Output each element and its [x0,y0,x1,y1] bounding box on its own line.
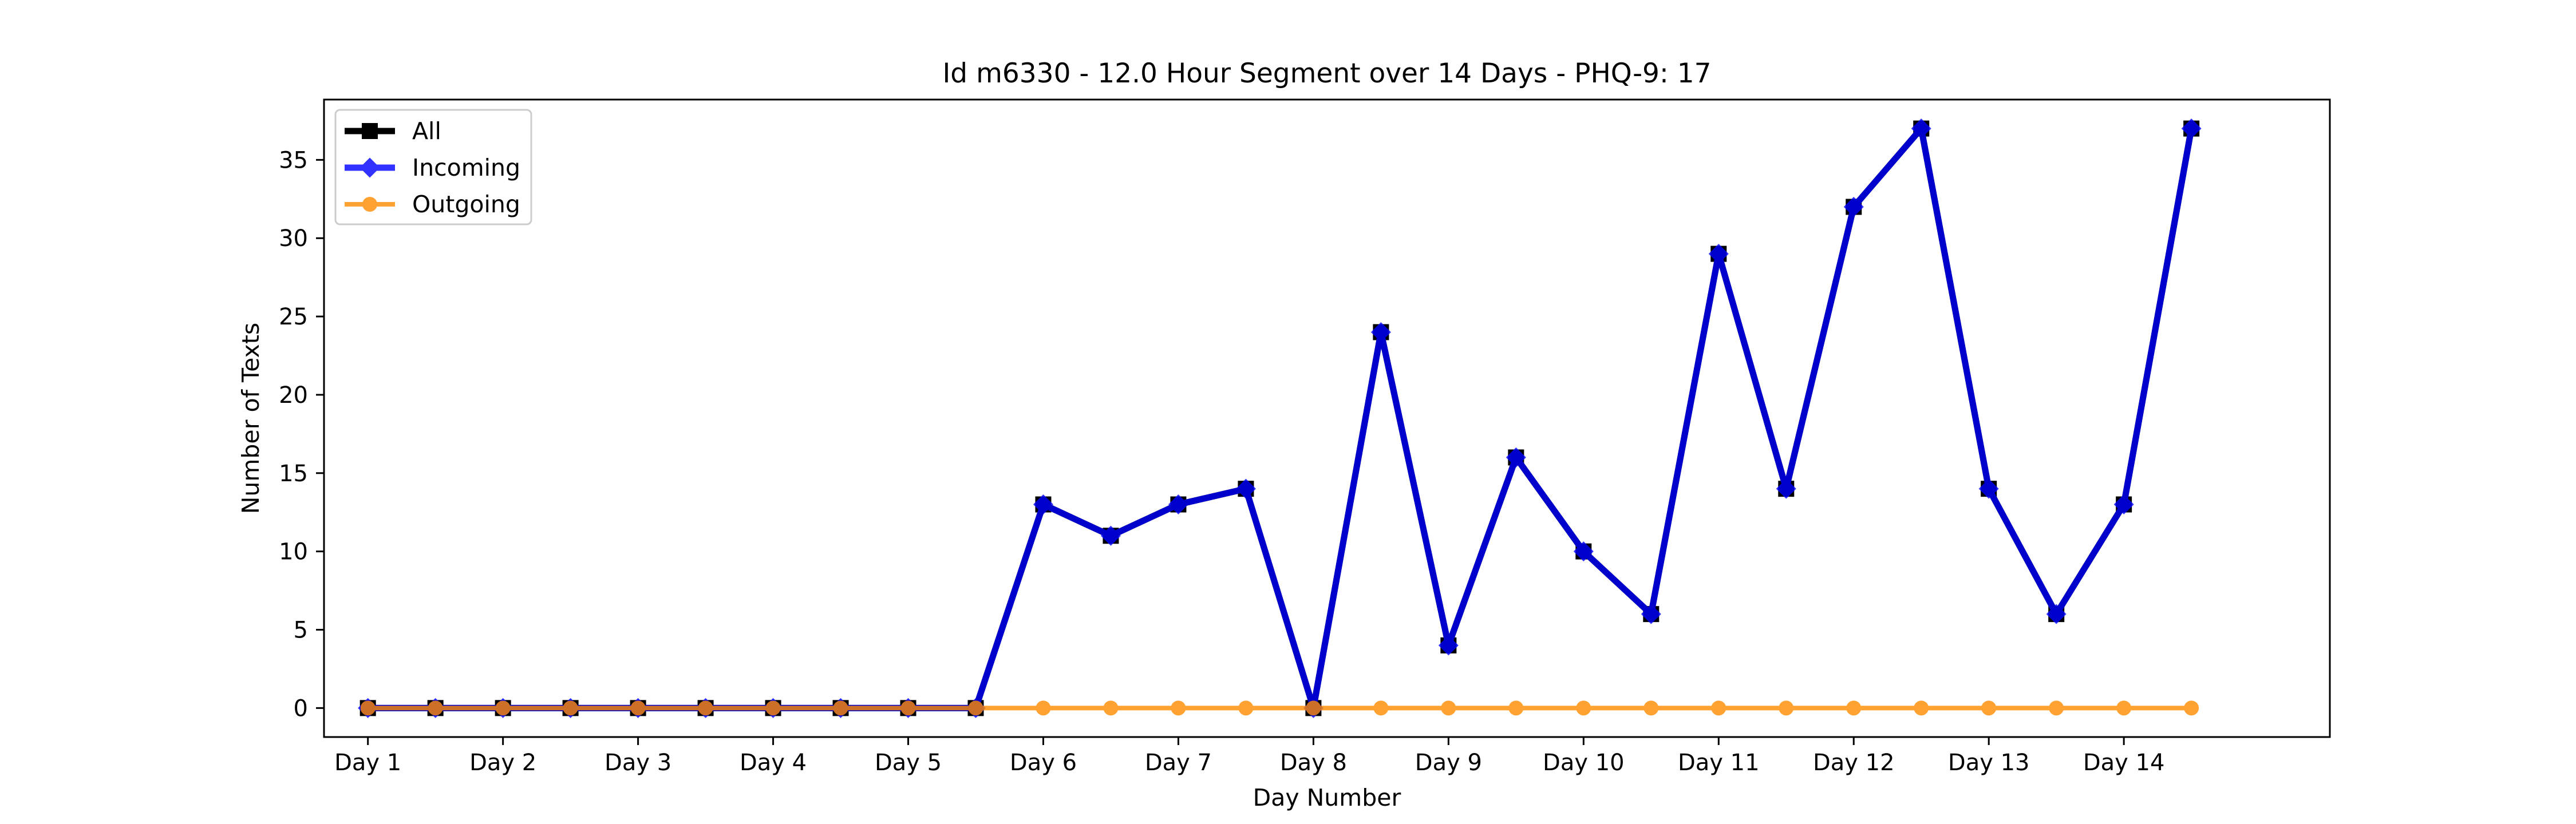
data-point-incoming [1506,447,1526,468]
legend-box [334,109,532,225]
data-point-outgoing [1846,700,1862,716]
data-point-incoming [1641,604,1661,624]
y-axis-label: Number of Texts [237,323,264,514]
y-tick-label: 35 [279,147,308,173]
data-point-incoming [1978,478,1999,499]
data-point-outgoing [2184,700,2199,716]
x-tick-label: Day 12 [1813,750,1895,776]
data-point-outgoing [1373,700,1389,716]
x-tick-label: Day 8 [1280,750,1347,776]
legend-label: Outgoing [412,191,520,218]
data-point-incoming [1843,196,1864,217]
data-point-incoming [1911,118,1931,139]
legend-item-outgoing [345,197,395,212]
chart-title: Id m6330 - 12.0 Hour Segment over 14 Day… [942,58,1711,89]
data-point-outgoing [1508,700,1524,716]
data-point-outgoing [2049,700,2064,716]
legend-item-all [345,123,395,139]
plot-frame [323,98,2331,738]
data-point-outgoing [900,700,916,716]
x-tick-label: Day 7 [1145,750,1212,776]
data-point-outgoing [698,700,713,716]
x-axis: Day 1 Day 2 Day 3 Day 4 Day 5 Day 6 Day 7 Day 8… [334,737,2164,776]
x-axis-label: Day Number [1253,784,1401,811]
y-tick-label: 25 [279,304,308,330]
x-tick-label: Day 2 [469,750,536,776]
x-tick-label: Day 9 [1415,750,1482,776]
data-point-outgoing [495,700,511,716]
data-point-incoming [1370,322,1391,342]
data-point-outgoing [1914,700,1929,716]
legend: All Incoming Outgoing [334,109,532,225]
data-point-outgoing [1711,700,1726,716]
data-point-outgoing [2116,700,2132,716]
x-tick-label: Day 4 [740,750,807,776]
data-point-incoming [2181,118,2202,139]
y-tick-label: 30 [279,225,308,252]
x-tick-label: Day 5 [875,750,942,776]
data-point-outgoing [1036,700,1051,716]
data-point-outgoing [360,700,376,716]
data-point-incoming [1776,478,1796,499]
data-point-outgoing [833,700,848,716]
data-point-outgoing [1643,700,1659,716]
y-axis: 0 5 10 15 20 25 30 35 [279,147,324,722]
data-point-outgoing [630,700,646,716]
data-point-incoming [1573,541,1594,562]
x-tick-label: Day 6 [1010,750,1077,776]
x-tick-label: Day 14 [2083,750,2165,776]
legend-item-incoming [345,157,395,178]
data-point-outgoing [1441,700,1456,716]
series-outgoing [360,700,2199,716]
x-tick-label: Day 1 [334,750,401,776]
data-point-outgoing [1103,700,1119,716]
data-point-outgoing [1238,700,1254,716]
data-point-outgoing [1306,700,1321,716]
legend-label: Incoming [412,154,520,181]
plot-area [358,118,2202,718]
data-point-incoming [1033,494,1053,515]
y-tick-label: 15 [279,461,308,487]
legend-label: All [412,117,441,145]
data-point-outgoing [1171,700,1186,716]
data-point-incoming [2046,604,2067,624]
y-tick-label: 20 [279,382,308,409]
data-point-outgoing [1779,700,1794,716]
data-point-outgoing [563,700,578,716]
y-tick-label: 0 [294,695,308,722]
data-point-incoming [1438,635,1459,656]
legend-marker [362,197,377,212]
data-point-incoming [1235,478,1256,499]
data-point-outgoing [765,700,781,716]
x-tick-label: Day 3 [605,750,671,776]
x-tick-label: Day 10 [1543,750,1625,776]
data-point-incoming [1708,244,1729,264]
data-point-outgoing [428,700,443,716]
data-point-incoming [1100,525,1121,546]
legend-marker [359,157,380,178]
y-tick-label: 10 [279,539,308,565]
data-point-outgoing [968,700,983,716]
x-tick-label: Day 11 [1678,750,1760,776]
x-tick-label: Day 13 [1948,750,2030,776]
data-point-incoming [2113,494,2134,515]
legend-marker [362,123,378,139]
data-point-outgoing [1576,700,1591,716]
data-point-incoming [1168,494,1188,515]
y-tick-label: 5 [294,617,308,644]
data-point-outgoing [1981,700,1997,716]
